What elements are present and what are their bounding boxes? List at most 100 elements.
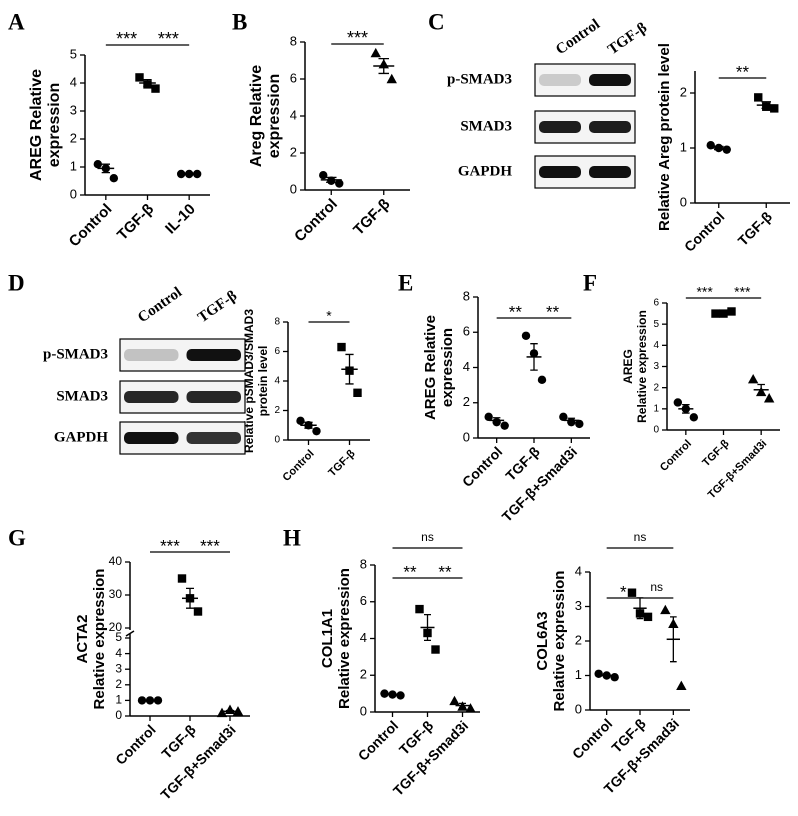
- y-tick-label: 2: [290, 144, 297, 159]
- x-tick-label: IL-10: [162, 201, 199, 238]
- data-point: [610, 673, 619, 682]
- x-tick-label: TGF-β: [350, 196, 393, 239]
- data-point: [643, 612, 653, 622]
- y-tick-label: 1: [70, 158, 77, 173]
- data-point: [415, 604, 424, 614]
- error-bar: [304, 421, 313, 429]
- significance-label: ***: [696, 284, 713, 300]
- y-tick-label: 4: [115, 646, 122, 660]
- y-tick-label: 0: [290, 181, 297, 196]
- blot-band: [589, 166, 631, 178]
- y-axis-label: AREG: [621, 349, 635, 384]
- x-tick-label: TGF-β: [326, 447, 358, 479]
- data-point: [135, 73, 144, 82]
- data-point: [537, 375, 547, 385]
- y-tick-label: 8: [274, 317, 280, 328]
- data-point: [500, 421, 509, 430]
- blot-row-label: GAPDH: [54, 429, 108, 445]
- significance-label: **: [438, 562, 452, 581]
- panel-letter: F: [583, 270, 597, 295]
- data-point: [370, 47, 381, 58]
- blot-frame: [534, 63, 636, 97]
- error-bar: [378, 58, 389, 75]
- panel-letter: A: [8, 9, 25, 34]
- blot-band: [539, 121, 581, 133]
- x-tick-label: Control: [658, 438, 694, 474]
- y-tick-label: 0: [653, 425, 659, 436]
- data-point: [353, 388, 362, 397]
- y-axis-label: protein level: [256, 346, 270, 417]
- error-bar: [101, 163, 110, 174]
- significance-label: ***: [158, 29, 179, 49]
- data-point: [660, 604, 671, 615]
- error-bar: [146, 699, 154, 702]
- blot-row-label: SMAD3: [460, 118, 512, 134]
- y-tick-label: 6: [274, 346, 280, 357]
- panel: A 0 1 2 3 4 5 AREG Relative expression ControlTGF…: [8, 9, 210, 250]
- y-tick-label: 1: [115, 693, 122, 707]
- data-point: [396, 691, 405, 700]
- blot-band: [186, 349, 241, 361]
- panel: D 0 2 4 6 8 Relative pSMAD3/SMAD3 protein level…: [8, 270, 370, 484]
- data-point: [689, 413, 699, 422]
- y-axis-label: AREG Relative: [422, 315, 439, 420]
- blot-row-label: GAPDH: [458, 163, 512, 179]
- data-point: [386, 73, 397, 84]
- data-point: [727, 307, 736, 316]
- y-tick-label: 4: [290, 107, 297, 122]
- y-tick-label: 4: [653, 340, 659, 351]
- data-point: [335, 179, 344, 188]
- data-point: [193, 607, 203, 616]
- error-bar: [226, 709, 234, 713]
- y-tick-label: 0: [70, 186, 77, 201]
- error-bar: [345, 353, 354, 385]
- y-tick-label: 8: [360, 556, 367, 571]
- y-tick-label: 2: [463, 394, 470, 409]
- y-tick-label: 0: [575, 701, 582, 716]
- data-point: [722, 145, 731, 154]
- western-blot: Control TGF-β p-SMAD3 SMAD3 GAPDH: [43, 284, 246, 455]
- error-bar: [143, 78, 152, 88]
- y-tick-label: 30: [109, 587, 123, 601]
- error-bar: [459, 702, 466, 709]
- blot-column-label: Control: [553, 16, 603, 58]
- significance-label: **: [546, 302, 560, 321]
- y-tick-label: 6: [290, 70, 297, 85]
- significance-label: ns: [634, 530, 647, 544]
- error-bar: [757, 383, 765, 396]
- x-tick-label: Control: [355, 717, 402, 764]
- x-tick-label: TGF-β: [114, 201, 157, 244]
- y-axis-label: COL6A3: [534, 611, 551, 670]
- blot-row-label: p-SMAD3: [43, 346, 108, 362]
- data-point: [296, 416, 305, 426]
- y-tick-label: 0: [463, 429, 470, 444]
- y-axis-label: Areg Relative: [248, 65, 265, 167]
- data-point: [465, 703, 476, 713]
- significance-label: ***: [734, 284, 751, 300]
- data-point: [521, 331, 531, 340]
- y-tick-label: 1: [575, 667, 582, 682]
- x-tick-label: Control: [112, 721, 159, 768]
- y-axis-label: Relative expression: [635, 310, 649, 423]
- data-point: [319, 171, 328, 180]
- x-tick-label: Control: [66, 201, 116, 251]
- significance-label: ***: [160, 536, 180, 555]
- y-tick-label: 20: [109, 620, 123, 634]
- y-tick-label: 0: [680, 194, 687, 209]
- panel-letter: C: [428, 9, 445, 34]
- error-bar: [761, 101, 771, 110]
- blot-band: [186, 432, 241, 444]
- panel: B 0 2 4 6 8 Areg Relative expression Control TGF-…: [232, 9, 410, 245]
- y-tick-label: 2: [115, 677, 122, 691]
- y-tick-label: 0: [274, 435, 280, 446]
- data-point: [754, 93, 763, 102]
- y-tick-label: 6: [463, 324, 470, 339]
- significance-label: **: [736, 62, 750, 81]
- blot-band: [124, 391, 179, 403]
- panel-letter: H: [283, 525, 301, 550]
- panel-letter: D: [8, 270, 25, 295]
- error-bar: [492, 417, 501, 424]
